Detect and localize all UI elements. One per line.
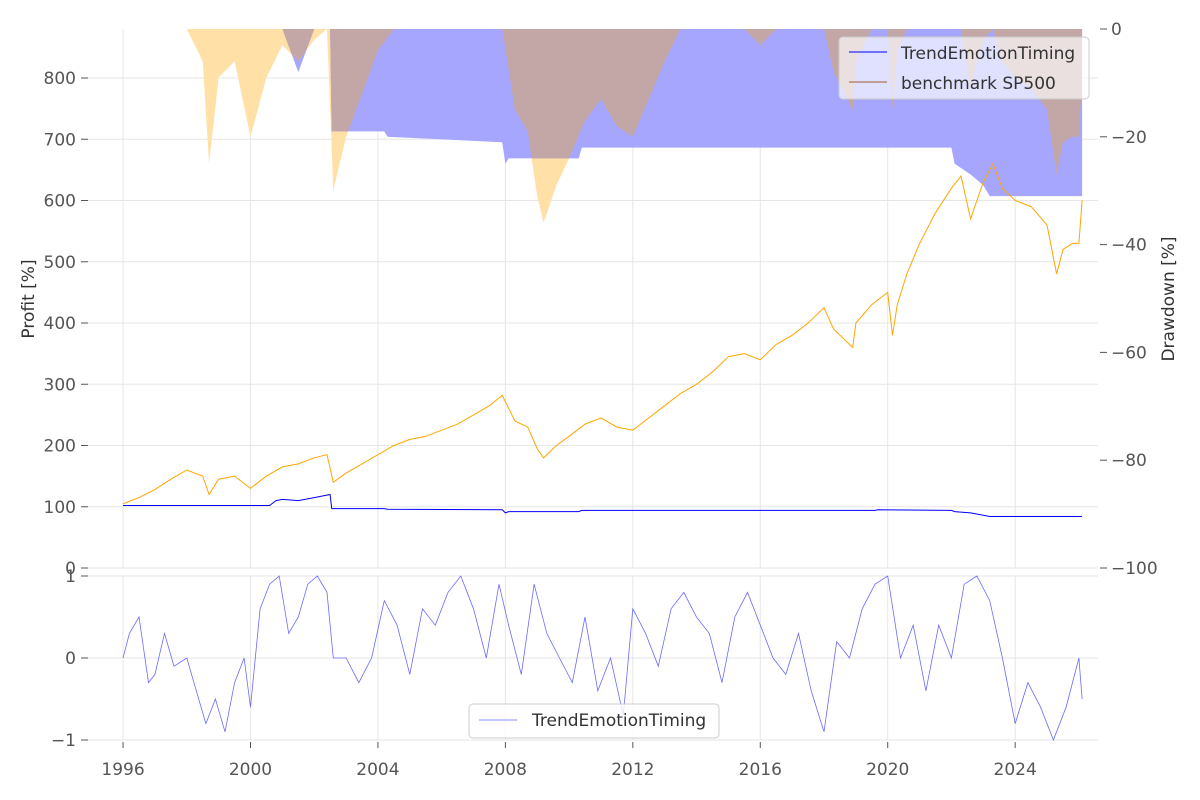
bottom-legend: TrendEmotionTiming — [468, 703, 720, 739]
right-y-tick-label: −60 — [1111, 343, 1147, 363]
right-y-tick-label: −40 — [1111, 236, 1147, 256]
left-y-tick-label: 100 — [44, 498, 76, 518]
right-y-axis-label: Drawdown [%] — [1159, 236, 1179, 361]
x-tick-label: 2016 — [739, 760, 782, 780]
x-tick-label: 2020 — [866, 760, 909, 780]
right-y-tick-label: −80 — [1111, 451, 1147, 471]
left-y-tick-label: 500 — [44, 253, 76, 273]
bottom-y-tick-label: 1 — [65, 567, 76, 587]
left-y-tick-label: 400 — [44, 314, 76, 334]
left-y-tick-label: 700 — [44, 130, 76, 150]
legend-label-benchmark: benchmark SP500 — [901, 74, 1056, 94]
x-tick-label: 1996 — [101, 760, 144, 780]
left-y-axis-label: Profit [%] — [19, 259, 39, 338]
position-line — [122, 575, 1083, 742]
left-y-tick-label: 300 — [44, 375, 76, 395]
profit-lines — [122, 162, 1083, 517]
left-y-tick-label: 600 — [44, 192, 76, 212]
legend-label-strategy: TrendEmotionTiming — [900, 44, 1075, 64]
bottom-legend-box — [468, 703, 720, 739]
benchmark-sp500-line — [122, 162, 1083, 505]
position-lines — [122, 575, 1083, 742]
axes: 0 100 200 300 400 500 600 700 800 0 −20 −40 −60 −80 −1… — [44, 20, 1158, 780]
bottom-y-tick-label: −1 — [51, 731, 76, 751]
top-legend-box — [838, 36, 1090, 100]
right-y-tick-label: 0 — [1111, 20, 1122, 40]
x-tick-label: 2024 — [994, 760, 1037, 780]
legend-label-position: TrendEmotionTiming — [531, 711, 706, 731]
top-legend: TrendEmotionTiming benchmark SP500 — [838, 36, 1090, 100]
left-y-tick-label: 800 — [44, 69, 76, 89]
bottom-y-tick-label: 0 — [65, 649, 76, 669]
left-y-tick-label: 0 — [65, 559, 76, 579]
x-tick-label: 2012 — [611, 760, 654, 780]
right-y-tick-label: −100 — [1111, 559, 1158, 579]
bottom-panel-grid — [88, 575, 1098, 741]
x-tick-label: 2000 — [229, 760, 272, 780]
right-y-tick-label: −20 — [1111, 128, 1147, 148]
left-y-tick-label: 200 — [44, 437, 76, 457]
trend-emotion-timing-line — [123, 493, 1083, 517]
x-tick-label: 2004 — [356, 760, 399, 780]
x-tick-label: 2008 — [484, 760, 527, 780]
